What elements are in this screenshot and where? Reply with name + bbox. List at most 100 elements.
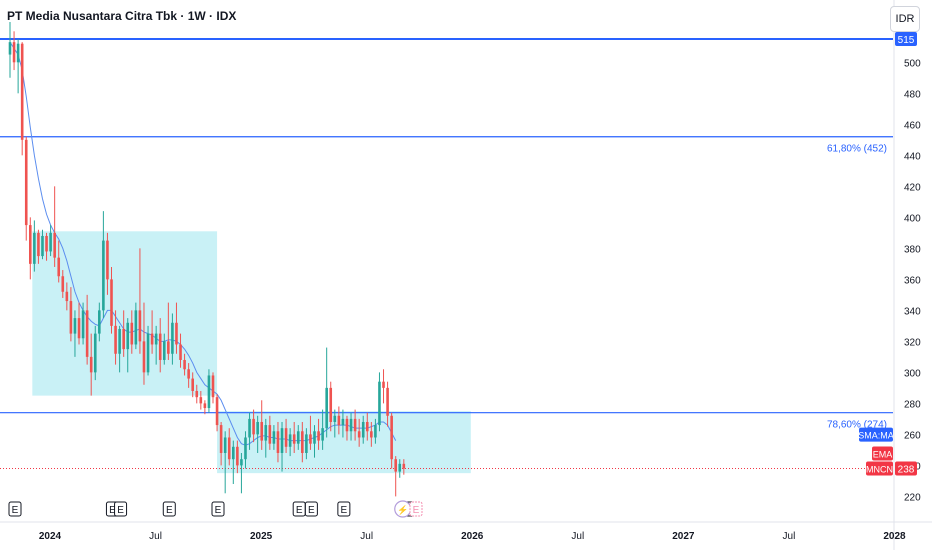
candle[interactable] [138, 310, 142, 342]
candle[interactable] [296, 431, 300, 444]
candle[interactable] [284, 428, 288, 447]
candle[interactable] [179, 344, 182, 360]
candle[interactable] [260, 421, 264, 441]
candle[interactable] [365, 421, 369, 432]
candle[interactable] [248, 418, 251, 438]
candle[interactable] [313, 431, 316, 444]
candle[interactable] [150, 333, 154, 345]
candle[interactable] [57, 257, 61, 277]
candle[interactable] [158, 333, 162, 360]
candle[interactable] [386, 387, 389, 416]
candle[interactable] [146, 333, 150, 373]
candle[interactable] [382, 381, 385, 388]
earnings-marker[interactable] [304, 501, 318, 517]
candle[interactable] [240, 459, 243, 466]
range-rectangle[interactable] [32, 231, 218, 396]
candle[interactable] [81, 310, 85, 339]
candle[interactable] [280, 428, 284, 453]
candle[interactable] [12, 42, 16, 63]
candle[interactable] [199, 397, 203, 404]
candle[interactable] [378, 381, 381, 426]
earnings-marker[interactable] [114, 501, 128, 517]
candle[interactable] [130, 322, 134, 345]
candle[interactable] [142, 341, 146, 373]
candle[interactable] [167, 341, 170, 354]
candle[interactable] [98, 310, 101, 334]
candle[interactable] [41, 235, 44, 257]
currency-button[interactable]: IDR [890, 6, 920, 32]
candle[interactable] [154, 333, 158, 345]
candle[interactable] [93, 333, 97, 373]
candle[interactable] [191, 378, 194, 391]
candle[interactable] [134, 310, 138, 345]
candle[interactable] [45, 235, 48, 252]
candle[interactable] [370, 431, 373, 438]
candle[interactable] [337, 415, 341, 426]
earnings-marker[interactable] [162, 501, 176, 517]
candle[interactable] [292, 434, 296, 444]
candle[interactable] [187, 369, 190, 379]
candle[interactable] [114, 325, 117, 354]
candle[interactable] [252, 418, 255, 435]
candle[interactable] [321, 428, 324, 441]
candle[interactable] [357, 431, 361, 438]
candle[interactable] [288, 434, 292, 447]
candle[interactable] [305, 434, 308, 453]
upcoming-earnings-marker[interactable] [409, 501, 423, 517]
candle[interactable] [215, 397, 219, 426]
candle[interactable] [394, 459, 397, 472]
earnings-marker[interactable] [337, 501, 351, 517]
candle[interactable] [264, 425, 268, 441]
candle[interactable] [227, 437, 231, 460]
candle[interactable] [29, 225, 32, 264]
candle[interactable] [33, 232, 36, 264]
candle[interactable] [69, 301, 73, 334]
candle[interactable] [65, 291, 69, 302]
candle[interactable] [162, 341, 166, 360]
candle[interactable] [256, 421, 259, 435]
candle[interactable] [118, 328, 121, 354]
candle[interactable] [301, 431, 304, 453]
candle[interactable] [345, 418, 349, 432]
candle[interactable] [272, 431, 276, 444]
candle[interactable] [122, 328, 125, 350]
candle[interactable] [402, 463, 406, 469]
candle[interactable] [16, 43, 20, 63]
candle[interactable] [85, 310, 89, 357]
candle[interactable] [390, 415, 393, 460]
candle[interactable] [276, 431, 280, 453]
candle[interactable] [309, 434, 312, 444]
candle[interactable] [203, 403, 207, 409]
candle[interactable] [49, 232, 52, 252]
candle[interactable] [37, 232, 40, 257]
candle[interactable] [89, 356, 93, 373]
candle[interactable] [361, 421, 365, 438]
candle[interactable] [61, 276, 65, 292]
candle[interactable] [106, 240, 109, 280]
candle[interactable] [333, 415, 337, 422]
candle[interactable] [175, 322, 178, 345]
candle[interactable] [329, 387, 333, 422]
candle[interactable] [73, 318, 77, 334]
candle[interactable] [341, 418, 345, 426]
candle[interactable] [77, 318, 81, 339]
candle[interactable] [236, 446, 239, 466]
candle[interactable] [353, 418, 357, 432]
candle[interactable] [171, 322, 174, 354]
candle[interactable] [183, 359, 186, 370]
earnings-marker[interactable] [211, 501, 225, 517]
candle[interactable] [223, 437, 227, 453]
candle[interactable] [374, 425, 377, 438]
candle[interactable] [24, 139, 28, 226]
earnings-marker[interactable] [8, 501, 22, 517]
candle[interactable] [195, 390, 199, 398]
candle[interactable] [317, 431, 320, 441]
candle[interactable] [268, 425, 272, 444]
candle[interactable] [232, 446, 235, 460]
candle[interactable] [110, 279, 113, 326]
candle[interactable] [207, 375, 211, 409]
candle[interactable] [219, 425, 223, 453]
candle[interactable] [53, 232, 56, 258]
candle[interactable] [8, 42, 12, 55]
